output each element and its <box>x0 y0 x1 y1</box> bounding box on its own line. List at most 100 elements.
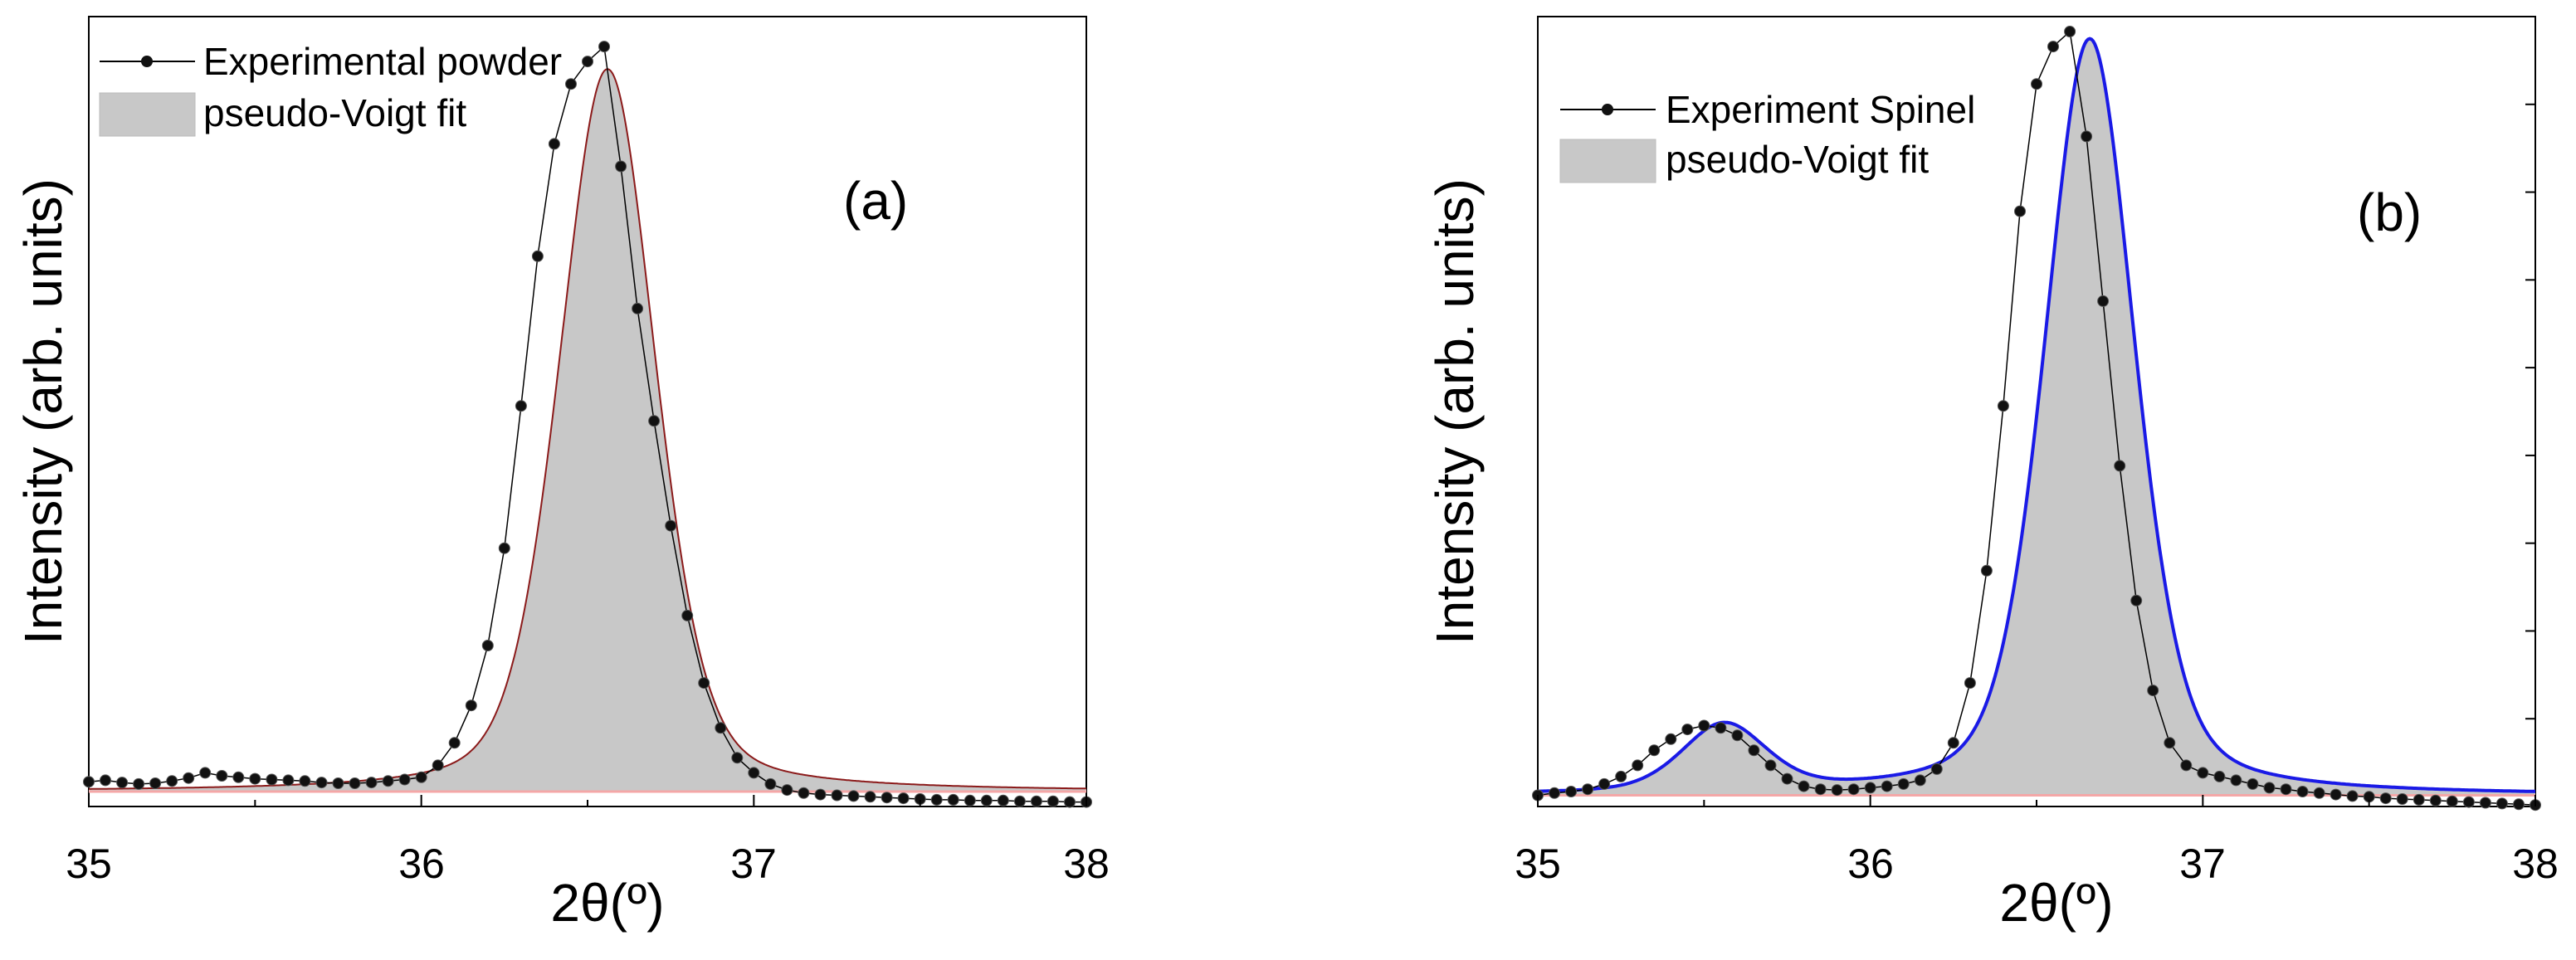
data-point <box>2429 794 2442 806</box>
data-point <box>2081 130 2093 143</box>
data-point <box>2446 795 2458 807</box>
data-point <box>764 777 777 790</box>
fit-curve <box>89 68 1087 790</box>
y-axis-title: Intensity (arb. units) <box>1425 178 1485 645</box>
data-point <box>2164 737 2176 749</box>
data-point <box>2462 796 2475 808</box>
data-point <box>183 772 195 784</box>
data-point <box>299 775 311 787</box>
data-point <box>964 794 976 806</box>
data-point <box>2180 759 2193 772</box>
data-point <box>465 699 477 712</box>
data-point <box>116 777 129 789</box>
data-point <box>2064 26 2076 37</box>
data-point <box>598 41 610 53</box>
x-tick-label: 37 <box>730 841 777 887</box>
legend: Experimental powder pseudo-Voigt fit <box>99 40 562 137</box>
fit-area <box>89 69 1086 792</box>
data-point <box>531 250 544 262</box>
legend: Experiment Spinel pseudo-Voigt fit <box>1559 88 1975 183</box>
experimental-markers <box>1532 26 2541 811</box>
x-tick-label: 35 <box>1515 841 1561 887</box>
data-point <box>2479 797 2491 809</box>
axis-ticks <box>88 795 1087 806</box>
data-point <box>2396 793 2408 805</box>
data-point <box>632 302 644 314</box>
data-point <box>515 400 527 412</box>
panel-label: (b) <box>2357 183 2422 242</box>
data-point <box>2280 783 2292 796</box>
data-point <box>2097 295 2110 307</box>
data-point <box>365 777 378 789</box>
data-point <box>266 773 278 786</box>
data-point <box>947 793 959 806</box>
data-point <box>681 609 694 621</box>
data-point <box>2313 787 2325 799</box>
data-point <box>199 767 212 779</box>
legend-fill-swatch <box>1559 139 1656 183</box>
data-point <box>149 777 162 789</box>
data-point <box>100 774 111 787</box>
data-point <box>831 789 843 802</box>
data-point <box>415 771 427 783</box>
data-point <box>481 640 494 651</box>
data-point <box>1897 777 1910 790</box>
data-point <box>2114 460 2126 472</box>
data-point <box>1997 400 2009 412</box>
x-tick-label: 38 <box>2512 841 2559 887</box>
data-point <box>930 793 943 806</box>
data-point <box>432 759 444 772</box>
data-point <box>498 542 510 554</box>
x-axis-title: 2θ(º) <box>1999 873 2113 933</box>
data-point <box>2263 782 2276 794</box>
data-point <box>1764 759 1777 772</box>
data-point <box>166 775 178 787</box>
data-point <box>1632 759 1644 772</box>
data-point <box>1030 795 1042 807</box>
data-point <box>2213 770 2226 782</box>
data-point <box>1980 564 1993 577</box>
data-point <box>1565 786 1578 797</box>
data-point <box>2379 792 2392 805</box>
data-point <box>1013 795 1026 807</box>
data-point <box>814 788 827 801</box>
legend-label: pseudo-Voigt fit <box>203 91 466 134</box>
axis-ticks <box>1537 103 2536 806</box>
data-point <box>448 737 461 749</box>
data-point <box>1814 783 1827 796</box>
data-point <box>232 771 245 783</box>
data-point <box>398 773 411 786</box>
legend-marker-symbol <box>1602 104 1613 115</box>
data-point <box>548 138 560 150</box>
data-point <box>798 787 810 799</box>
data-point <box>2413 793 2425 806</box>
data-point <box>2330 788 2342 801</box>
data-point <box>980 794 993 806</box>
data-point <box>382 775 394 787</box>
x-tick-label: 37 <box>2179 841 2226 887</box>
data-point <box>2296 786 2309 797</box>
data-point <box>864 791 876 803</box>
data-point <box>2247 777 2259 790</box>
data-point <box>881 792 893 804</box>
data-point <box>1665 733 1677 745</box>
panel-label: (a) <box>843 171 908 231</box>
x-tick-label: 36 <box>398 841 445 887</box>
data-point <box>1582 783 1594 796</box>
data-point <box>1798 780 1810 792</box>
data-point <box>1549 787 1560 799</box>
data-point <box>332 777 344 789</box>
data-point <box>2047 41 2059 53</box>
chart-panel-b: 35 36 37 38 2θ(º) Intensity (arb. units)… <box>1425 16 2559 933</box>
data-point <box>1930 763 1943 775</box>
data-point <box>2496 797 2508 810</box>
y-axis-title: Intensity (arb. units) <box>13 178 73 645</box>
x-tick-label: 35 <box>66 841 112 887</box>
x-axis-title: 2θ(º) <box>550 873 664 933</box>
data-point <box>2147 685 2159 697</box>
data-point <box>1598 777 1611 790</box>
legend-fill-swatch <box>99 92 196 137</box>
data-point <box>2031 78 2042 90</box>
data-point <box>1781 772 1793 785</box>
